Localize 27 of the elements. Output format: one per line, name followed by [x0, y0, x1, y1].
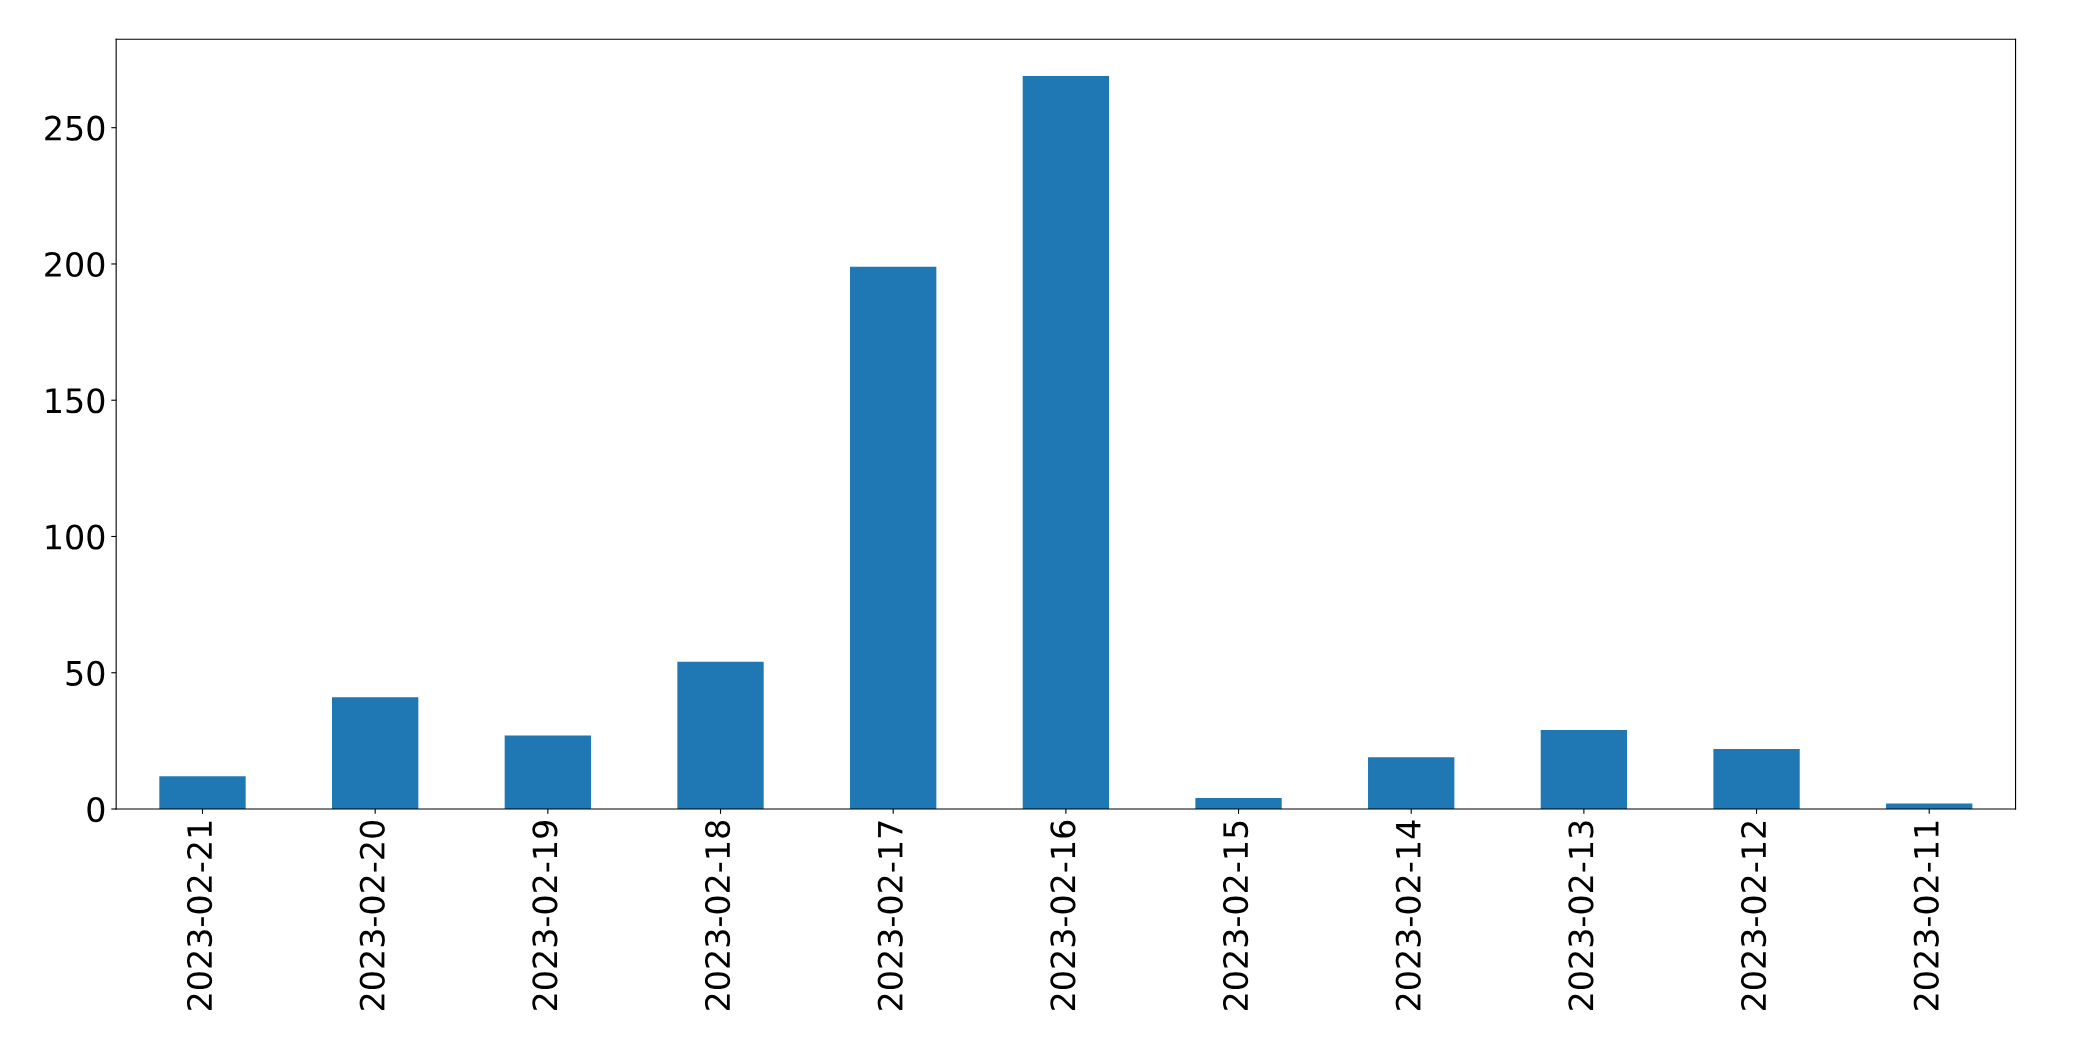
x-tick-label: 2023-02-17	[877, 821, 903, 1011]
y-tick-label: 200	[45, 251, 105, 278]
x-tick-label: 2023-02-18	[704, 821, 731, 1011]
x-tick-label: 2023-02-20	[359, 820, 385, 1011]
x-tick-label: 2023-02-19	[532, 821, 558, 1011]
bar	[332, 697, 419, 810]
bar	[1022, 75, 1110, 810]
x-tick-label: 2023-02-15	[1222, 821, 1249, 1011]
bar	[1368, 757, 1455, 810]
x-tick-label: 2023-02-16	[1050, 820, 1076, 1011]
bar	[1195, 798, 1282, 810]
x-tick-label: 2023-02-21	[186, 821, 213, 1011]
bar	[1540, 729, 1628, 810]
y-tick-label: 50	[66, 660, 105, 686]
y-tick-label: 250	[45, 115, 105, 141]
x-tick-label: 2023-02-11	[1913, 821, 1939, 1011]
bar	[850, 266, 937, 810]
bar	[504, 735, 592, 810]
x-tick-label: 2023-02-12	[1741, 822, 1767, 1011]
x-tick-label: 2023-02-13	[1568, 821, 1594, 1011]
bar	[1713, 749, 1800, 810]
bar	[677, 661, 764, 810]
x-tick-label: 2023-02-14	[1395, 820, 1421, 1011]
y-tick-label: 100	[46, 524, 105, 550]
y-tick-label: 150	[46, 388, 105, 414]
y-tick-label: 0	[87, 796, 105, 823]
bar	[159, 776, 246, 810]
